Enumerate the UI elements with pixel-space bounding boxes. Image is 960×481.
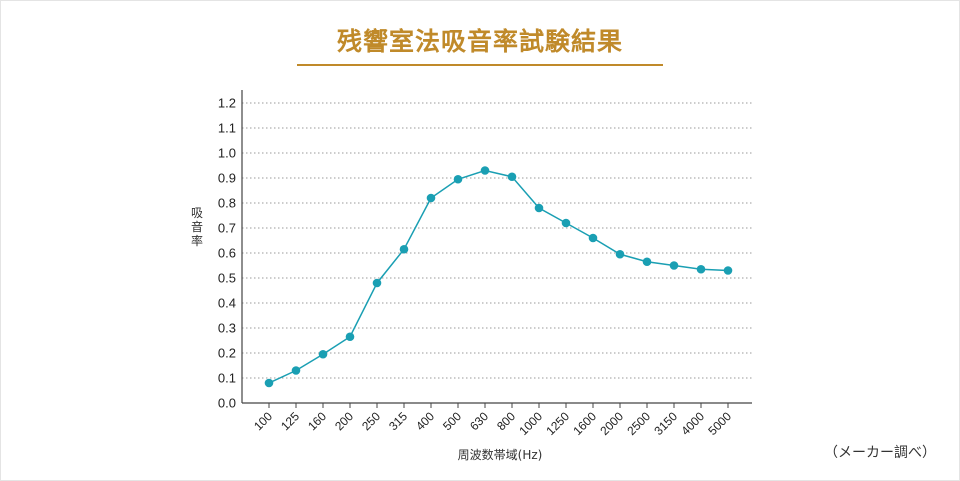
x-tick-label: 160 <box>305 409 329 433</box>
x-tick-label: 1250 <box>543 409 572 438</box>
y-tick-label: 0.9 <box>218 171 236 186</box>
x-tick-label: 250 <box>359 409 383 433</box>
y-tick-label: 1.1 <box>218 121 236 136</box>
y-tick-label: 0.1 <box>218 371 236 386</box>
data-point <box>453 174 463 184</box>
x-tick-label: 630 <box>467 409 491 433</box>
x-tick-label: 100 <box>251 409 275 433</box>
y-tick-label: 1.2 <box>218 96 236 111</box>
y-tick-label: 0.7 <box>218 221 236 236</box>
x-tick-label: 200 <box>332 409 356 433</box>
y-axis-label: 吸音率 <box>191 206 204 248</box>
y-tick-label: 1.0 <box>218 146 236 161</box>
x-tick-label: 2000 <box>597 409 626 438</box>
y-tick-label: 0.0 <box>218 396 236 411</box>
data-point <box>507 172 517 182</box>
x-tick-label: 3150 <box>651 409 680 438</box>
y-tick-label: 0.6 <box>218 246 236 261</box>
data-point <box>426 193 436 203</box>
series-line <box>268 169 729 384</box>
x-tick-label: 1000 <box>516 409 545 438</box>
data-point <box>642 257 652 267</box>
x-tick-label: 4000 <box>678 409 707 438</box>
x-tick-label: 400 <box>413 409 437 433</box>
y-tick-label: 0.8 <box>218 196 236 211</box>
data-point <box>264 378 274 388</box>
chart-title: 残響室法吸音率試験結果 <box>336 27 623 56</box>
y-tick-label: 0.5 <box>218 271 236 286</box>
y-tick-label: 0.4 <box>218 296 236 311</box>
x-tick-label: 125 <box>278 409 302 433</box>
data-point <box>723 266 733 275</box>
x-tick-label: 500 <box>440 409 464 433</box>
data-point <box>318 349 328 359</box>
data-point <box>696 264 706 274</box>
x-tick-label: 1600 <box>570 409 599 438</box>
x-tick-label: 800 <box>494 409 518 433</box>
x-tick-label: 5000 <box>705 409 734 438</box>
title-underline <box>297 64 663 66</box>
data-point <box>588 233 598 243</box>
data-point <box>399 244 409 254</box>
y-tick-label: 0.3 <box>218 321 236 336</box>
data-point <box>615 249 625 259</box>
y-tick-label: 0.2 <box>218 346 236 361</box>
data-point <box>291 366 301 375</box>
data-point <box>561 218 571 228</box>
data-point <box>345 332 355 342</box>
x-tick-label: 2500 <box>624 409 653 438</box>
x-axis-label: 周波数帯域(Hz) <box>457 448 543 462</box>
data-point <box>480 166 490 175</box>
data-point <box>669 261 679 270</box>
data-point <box>372 278 382 288</box>
x-tick-label: 315 <box>386 409 410 433</box>
data-point <box>534 203 544 213</box>
source-note: （メーカー調べ） <box>824 445 936 461</box>
